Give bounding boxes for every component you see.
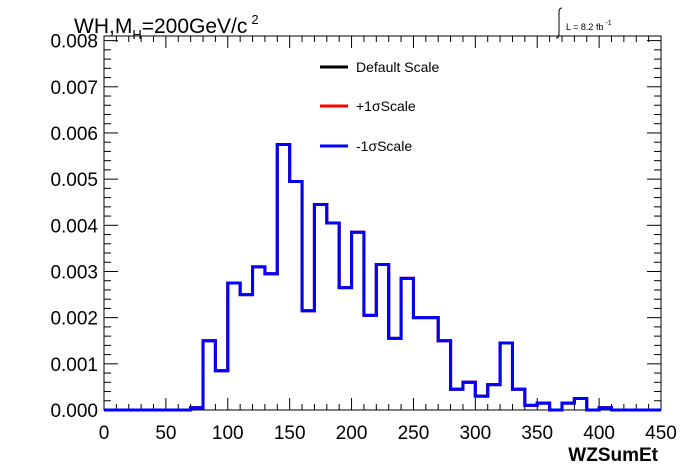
y-tick-label: 0.006: [50, 124, 98, 145]
luminosity-text: L = 8.2 fb: [566, 22, 603, 32]
y-tick-label: 0.004: [50, 216, 98, 237]
y-tick-label: 0.007: [50, 78, 98, 99]
histogram-series: [104, 143, 661, 412]
x-tick-label: 400: [583, 423, 615, 444]
x-tick-label: 50: [155, 423, 176, 444]
integral-symbol-icon: [555, 7, 563, 39]
legend: Default Scale +1σScale -1σScale: [320, 59, 439, 154]
x-tick-label: 250: [398, 423, 430, 444]
y-tick-label: 0.008: [50, 32, 98, 53]
luminosity-label: L = 8.2 fb -1: [555, 7, 612, 39]
series-line-2: [104, 143, 661, 412]
x-tick-label: 0: [99, 423, 110, 444]
y-tick-label: 0.002: [50, 309, 98, 330]
x-axis-label: WZSumEt: [568, 445, 658, 466]
axes: 0 50 100 150 200 250 300 350 400 450 0.000 0.001 0.0…: [50, 32, 676, 444]
y-tick-label: 0.000: [50, 401, 98, 422]
plot-frame: [103, 35, 662, 411]
series-line-0: [104, 143, 661, 412]
legend-label-2: -1σScale: [356, 138, 412, 154]
luminosity-exponent: -1: [605, 20, 611, 27]
x-tick-label: 350: [521, 423, 553, 444]
x-tick-label: 300: [459, 423, 491, 444]
y-tick-label: 0.005: [50, 170, 98, 191]
chart-title: WH,MH=200GeV/c 2: [74, 12, 259, 42]
svg-text:L = 8.2 fb-1: L = 8.2 fb -1: [566, 20, 612, 32]
y-tick-label: 0.003: [50, 262, 98, 283]
series-line-1: [104, 143, 661, 412]
legend-label-1: +1σScale: [356, 98, 416, 114]
legend-label-0: Default Scale: [356, 59, 439, 75]
x-tick-label: 450: [645, 423, 677, 444]
x-tick-label: 200: [336, 423, 368, 444]
x-tick-label: 100: [212, 423, 244, 444]
x-tick-label: 150: [274, 423, 306, 444]
y-tick-label: 0.001: [50, 355, 98, 376]
